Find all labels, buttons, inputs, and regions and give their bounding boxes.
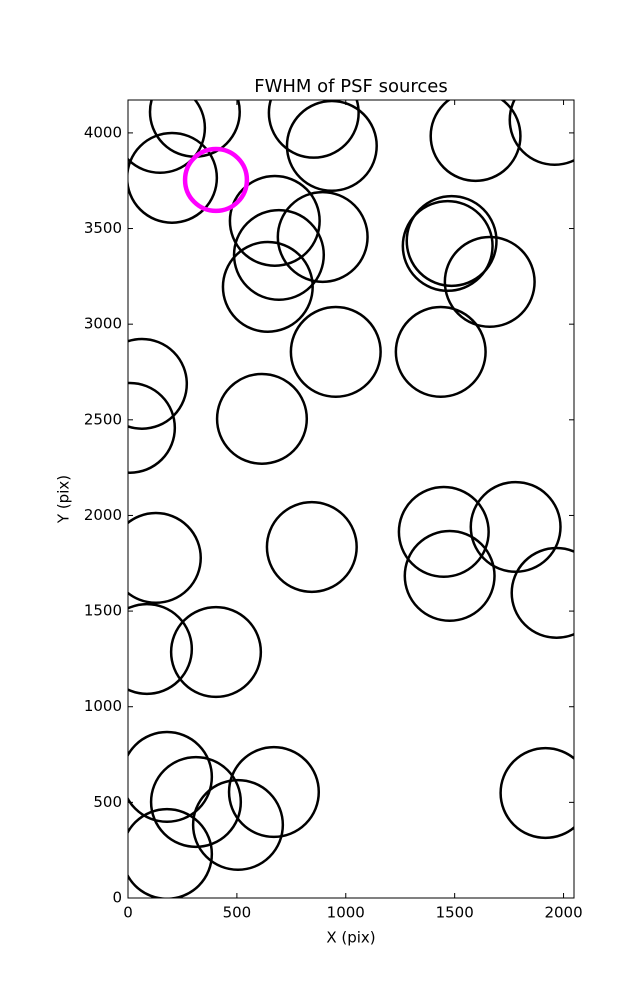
source-circle xyxy=(128,131,219,224)
source-circle xyxy=(510,546,574,640)
chart-title: FWHM of PSF sources xyxy=(254,76,448,97)
source-circle xyxy=(215,372,309,465)
source-circle xyxy=(128,100,207,175)
source-circle xyxy=(394,305,487,399)
y-axis-label: Y (pix) xyxy=(55,475,73,524)
y-tick-label: 1500 xyxy=(84,602,122,620)
source-circle xyxy=(289,305,382,399)
y-tick-label: 4000 xyxy=(84,123,122,141)
y-tick-label: 2500 xyxy=(84,410,122,428)
source-circle xyxy=(149,755,243,849)
y-tick-label: 2000 xyxy=(84,506,122,524)
source-circle xyxy=(221,240,314,333)
y-tick-label: 3500 xyxy=(84,219,122,237)
x-tick-label: 0 xyxy=(123,904,133,922)
y-tick-label: 0 xyxy=(112,889,122,907)
source-circle xyxy=(232,208,326,302)
source-circle xyxy=(227,745,321,839)
source-circle xyxy=(267,100,360,159)
source-circle xyxy=(276,190,369,284)
x-tick-label: 2000 xyxy=(544,904,582,922)
source-circle xyxy=(265,500,358,594)
source-circle xyxy=(169,605,263,699)
source-circle xyxy=(128,381,177,474)
source-circle xyxy=(285,100,378,193)
y-tick-label: 500 xyxy=(93,793,122,811)
source-circle xyxy=(469,480,562,574)
source-circle xyxy=(128,511,202,605)
source-circle xyxy=(128,602,194,696)
source-circle xyxy=(128,807,214,898)
source-circle xyxy=(405,194,498,288)
source-circle xyxy=(429,100,522,183)
plot-marks xyxy=(128,100,574,898)
source-circle xyxy=(148,100,241,158)
plot-frame xyxy=(127,99,575,899)
x-tick-label: 1500 xyxy=(436,904,474,922)
source-circle xyxy=(508,100,574,166)
source-circle xyxy=(128,337,189,430)
source-circle xyxy=(182,146,250,214)
source-circle xyxy=(397,485,490,579)
x-tick-label: 500 xyxy=(223,904,252,922)
x-axis-label: X (pix) xyxy=(326,929,375,947)
source-circle xyxy=(128,730,214,824)
source-circle xyxy=(228,174,321,267)
source-circle xyxy=(403,529,496,623)
source-circle xyxy=(401,199,494,293)
x-tick-label: 1000 xyxy=(327,904,365,922)
y-tick-label: 1000 xyxy=(84,697,122,715)
source-circle xyxy=(443,235,536,329)
source-circle xyxy=(499,746,574,840)
y-tick-label: 3000 xyxy=(84,315,122,333)
source-circle xyxy=(191,778,285,872)
